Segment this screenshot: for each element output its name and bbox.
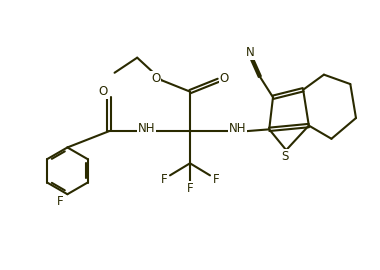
Text: F: F [187,182,193,195]
Text: O: O [99,86,108,99]
Text: NH: NH [138,123,155,136]
Text: N: N [246,46,255,59]
Text: F: F [213,173,219,186]
Text: F: F [57,195,64,208]
Text: NH: NH [229,123,246,136]
Text: O: O [220,72,229,85]
Text: S: S [282,150,289,163]
Text: F: F [161,173,167,186]
Text: O: O [151,72,160,85]
